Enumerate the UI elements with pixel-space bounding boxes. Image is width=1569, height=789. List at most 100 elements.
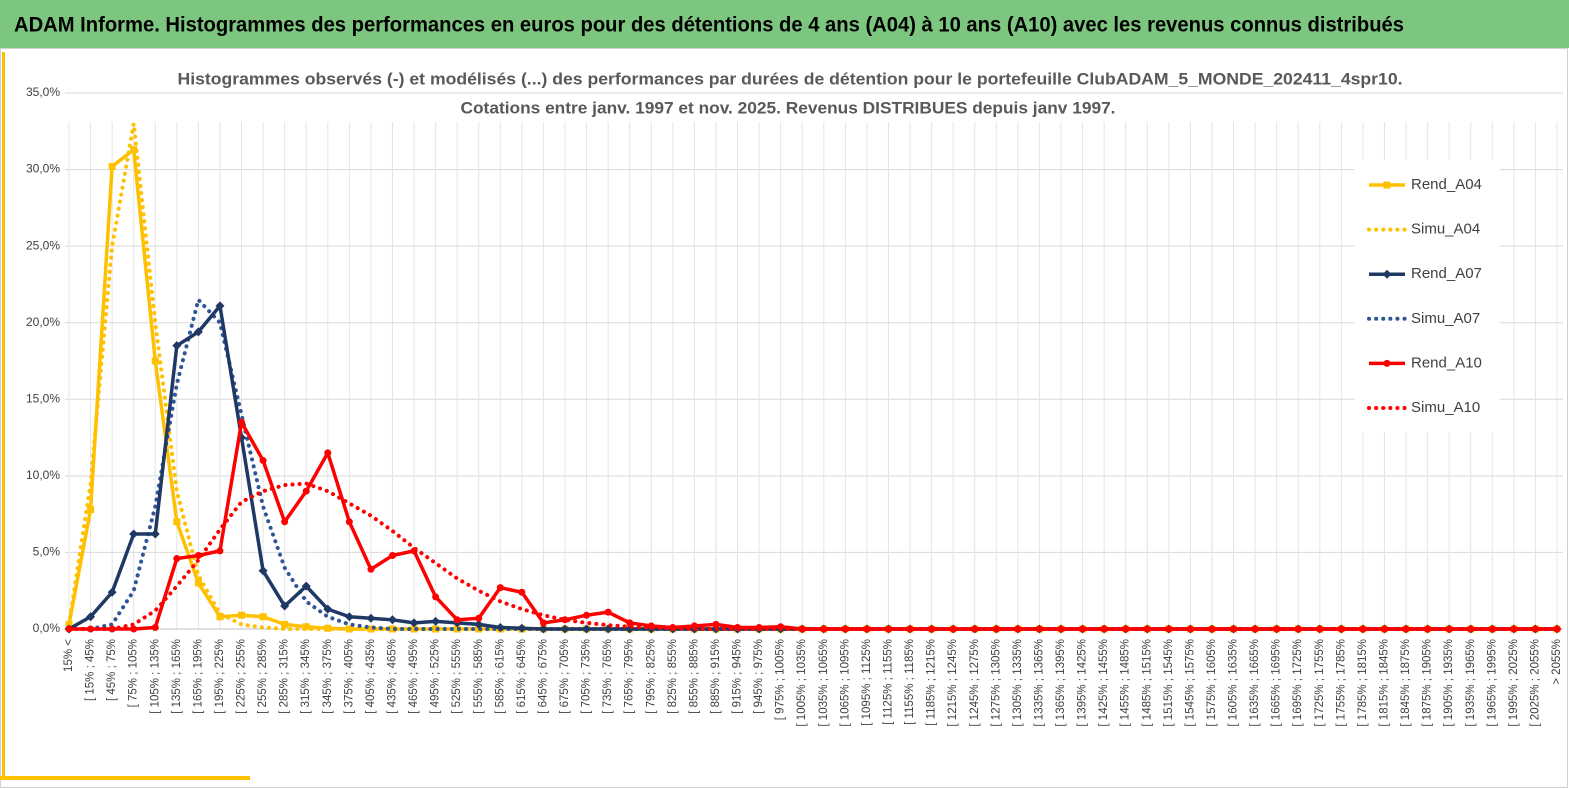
x-tick-label: [ 1695% ; 1725% xyxy=(1292,639,1304,727)
y-tick-label: 10,0% xyxy=(26,468,60,482)
x-tick-label: [ 1875% ; 1905% xyxy=(1422,639,1434,727)
x-tick-label: [ 1185% ; 1215% xyxy=(926,639,938,726)
x-tick-label: [ 1485% ; 1515% xyxy=(1141,639,1153,727)
marker xyxy=(388,625,396,633)
marker xyxy=(928,625,936,633)
marker xyxy=(86,612,96,622)
marker xyxy=(1380,625,1388,633)
marker xyxy=(367,625,375,633)
x-tick-label: [ 1845% ; 1875% xyxy=(1400,639,1412,727)
legend-label: Simu_A10 xyxy=(1411,399,1480,416)
marker xyxy=(410,625,418,633)
x-tick-label: [ 1995% ; 2025% xyxy=(1508,639,1520,727)
x-tick-label: [ 195% ; 225% xyxy=(214,639,226,714)
chart-title: Histogrammes observés (-) et modélisés (… xyxy=(178,69,1403,88)
y-tick-label: 15,0% xyxy=(26,391,60,405)
x-tick-label: [ 1725% ; 1755% xyxy=(1314,639,1326,727)
x-tick-label: [ 735% ; 765% xyxy=(602,639,614,714)
series-line xyxy=(67,295,1559,631)
legend-box xyxy=(1355,160,1500,432)
marker xyxy=(518,588,526,596)
marker xyxy=(1143,625,1151,633)
marker xyxy=(820,625,828,633)
x-tick-label: [ 645% ; 675% xyxy=(537,639,549,714)
marker xyxy=(1337,625,1345,633)
marker xyxy=(173,518,181,526)
x-tick-label: [ 495% ; 525% xyxy=(430,639,442,714)
x-tick-label: [ 1335% ; 1365% xyxy=(1033,639,1045,727)
x-tick-label: [ 2025% ; 2055% xyxy=(1529,639,1541,727)
x-tick-label: [ 105% ; 135% xyxy=(149,639,161,714)
marker xyxy=(712,620,720,628)
marker xyxy=(1424,625,1432,633)
x-tick-label: [ 405% ; 435% xyxy=(365,639,377,714)
x-tick-label: [ 1095% ; 1125% xyxy=(861,639,873,726)
marker xyxy=(367,565,375,573)
marker xyxy=(173,555,181,563)
y-tick-label: 30,0% xyxy=(26,162,60,176)
marker xyxy=(324,624,332,632)
x-tick-label: [ 45% ; 75% xyxy=(106,639,118,701)
x-tick-label: [ 975% ; 1005% xyxy=(775,639,787,720)
marker xyxy=(971,625,979,633)
marker xyxy=(129,529,139,539)
marker xyxy=(453,616,461,624)
x-tick-label: [ 825% ; 855% xyxy=(667,639,679,714)
marker xyxy=(1316,625,1324,633)
marker xyxy=(366,613,376,623)
marker xyxy=(1445,625,1453,633)
marker xyxy=(345,625,353,633)
marker xyxy=(1294,625,1302,633)
x-tick-label: [ 1305% ; 1335% xyxy=(1012,639,1024,727)
x-tick-label: [ 945% ; 975% xyxy=(753,639,765,714)
marker xyxy=(151,623,159,631)
marker xyxy=(539,619,547,627)
marker xyxy=(193,327,203,337)
x-tick-label: [ 885% ; 915% xyxy=(710,639,722,714)
legend: Rend_A04 Simu_A04 Rend_A07 Simu_A07 Rend_A10… xyxy=(1355,160,1500,432)
accent-bottom xyxy=(0,776,250,780)
marker xyxy=(734,623,742,631)
marker xyxy=(302,623,310,631)
marker xyxy=(1359,625,1367,633)
marker xyxy=(1208,625,1216,633)
marker xyxy=(1382,269,1392,279)
x-tick-label: [ 135% ; 165% xyxy=(171,639,183,714)
marker xyxy=(258,566,268,576)
marker xyxy=(777,623,785,631)
marker xyxy=(344,612,354,622)
marker xyxy=(1230,625,1238,633)
x-tick-label: [ 1815% ; 1845% xyxy=(1379,639,1391,727)
legend-label: Rend_A10 xyxy=(1411,354,1482,371)
marker xyxy=(130,146,138,154)
marker xyxy=(1531,625,1539,633)
marker xyxy=(87,625,95,633)
marker xyxy=(1467,625,1475,633)
marker xyxy=(863,625,871,633)
marker xyxy=(301,581,311,591)
x-tick-label: [ 1425% ; 1455% xyxy=(1098,639,1110,727)
marker xyxy=(280,601,290,611)
x-tick-label: 15% < xyxy=(63,639,75,672)
x-tick-label: [ 1755% ; 1785% xyxy=(1335,639,1347,727)
marker xyxy=(1186,625,1194,633)
chart-subtitle: Cotations entre janv. 1997 et nov. 2025.… xyxy=(461,98,1116,117)
x-tick-label: [ 1785% ; 1815% xyxy=(1357,639,1369,727)
marker xyxy=(107,587,117,597)
marker xyxy=(1035,625,1043,633)
x-tick-label: [ 1455% ; 1485% xyxy=(1120,639,1132,727)
series-line xyxy=(69,420,1557,631)
x-tick-label: [ 1215% ; 1245% xyxy=(947,639,959,727)
marker xyxy=(561,616,569,624)
marker xyxy=(1553,625,1561,633)
marker xyxy=(323,604,333,614)
marker xyxy=(949,625,957,633)
x-tick-label: [ 615% ; 645% xyxy=(516,639,528,714)
marker xyxy=(1100,625,1108,633)
x-tick-label: [ 225% ; 255% xyxy=(236,639,248,714)
x-tick-label: [ 1965% ; 1995% xyxy=(1486,639,1498,727)
marker xyxy=(841,625,849,633)
marker xyxy=(87,506,95,514)
marker xyxy=(1488,625,1496,633)
